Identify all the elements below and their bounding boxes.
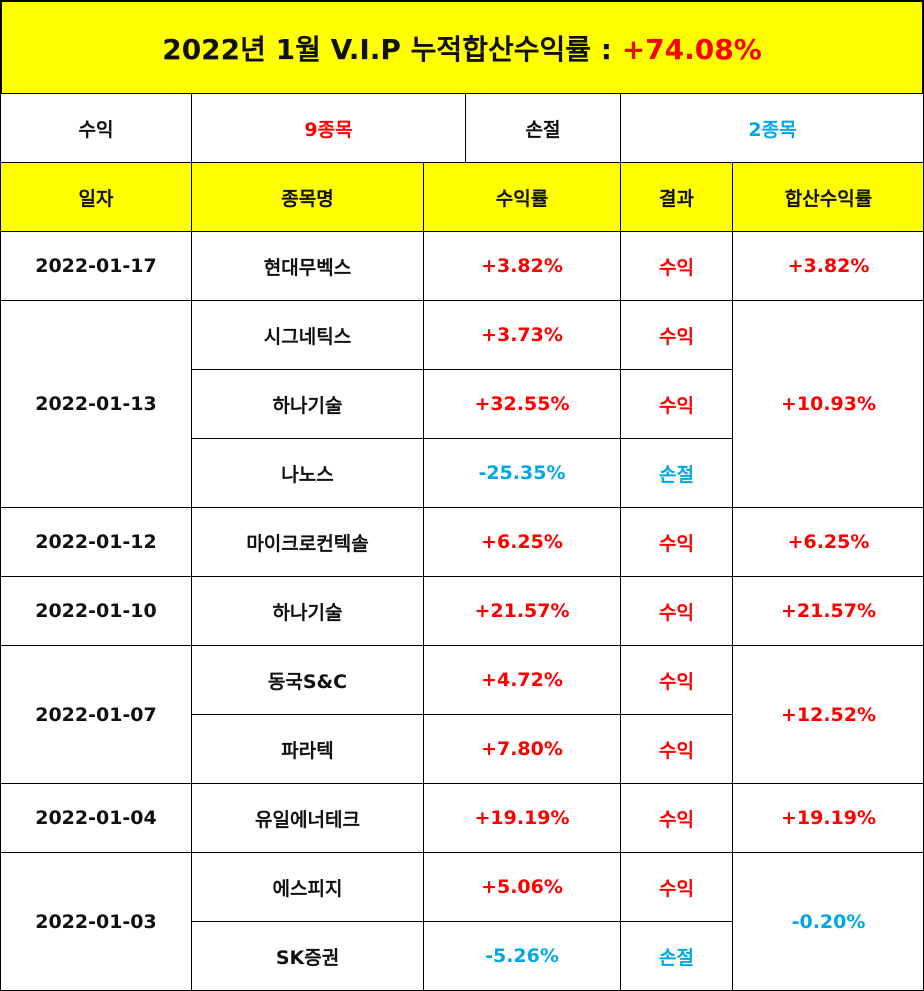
- header-date: 일자: [0, 162, 192, 232]
- combined-rate: +10.93%: [732, 300, 924, 508]
- header-total: 합산수익률: [732, 162, 924, 232]
- stock-rate: +32.55%: [423, 369, 621, 439]
- stock-rate: +3.73%: [423, 300, 621, 370]
- stock-name: 현대무벡스: [191, 231, 424, 301]
- trade-date: 2022-01-13: [0, 300, 192, 508]
- table-row: 2022-01-17 현대무벡스 +3.82% 수익 +3.82%: [0, 231, 924, 301]
- stock-rate: +4.72%: [423, 645, 621, 715]
- combined-rate: +6.25%: [732, 507, 924, 577]
- trade-date: 2022-01-17: [0, 231, 192, 301]
- stock-name: 마이크로컨텍솔: [191, 507, 424, 577]
- title-label: 2022년 1월 V.I.P 누적합산수익률 :: [162, 32, 612, 66]
- trade-date: 2022-01-04: [0, 783, 192, 853]
- stock-name: SK증권: [191, 921, 424, 991]
- profit-label: 수익: [0, 93, 192, 163]
- stock-name: 유일에너테크: [191, 783, 424, 853]
- stock-rate: +5.06%: [423, 852, 621, 922]
- stock-rate: -25.35%: [423, 438, 621, 508]
- stock-rate: +21.57%: [423, 576, 621, 646]
- stock-name: 파라텍: [191, 714, 424, 784]
- stock-rate: +6.25%: [423, 507, 621, 577]
- stock-name: 시그네틱스: [191, 300, 424, 370]
- combined-rate: +21.57%: [732, 576, 924, 646]
- trade-date: 2022-01-12: [0, 507, 192, 577]
- table-row: 2022-01-13 시그네틱스 +3.73% 수익 +10.93%: [0, 300, 924, 508]
- stock-name: 나노스: [191, 438, 424, 508]
- trade-result: 손절: [620, 438, 733, 508]
- trade-result: 수익: [620, 714, 733, 784]
- profit-count: 9종목: [191, 93, 466, 163]
- trades-table: 일자 종목명 수익률 결과 합산수익률 2022-01-17 현대무벡스 +3.82…: [0, 162, 924, 991]
- header-name: 종목명: [191, 162, 424, 232]
- trade-result: 수익: [620, 645, 733, 715]
- trade-result: 수익: [620, 231, 733, 301]
- table-row: 하나기술 +32.55% 수익: [1, 369, 924, 439]
- stock-rate: +7.80%: [423, 714, 621, 784]
- trade-result: 수익: [620, 369, 733, 439]
- table-row: 2022-01-07 동국S&C +4.72% 수익 +12.52%: [0, 645, 924, 784]
- combined-rate: +3.82%: [732, 231, 924, 301]
- page-title: 2022년 1월 V.I.P 누적합산수익률 : +74.08%: [0, 0, 924, 95]
- title-value: +74.08%: [621, 32, 762, 66]
- loss-label: 손절: [465, 93, 621, 163]
- header-result: 결과: [620, 162, 733, 232]
- stock-rate: +3.82%: [423, 231, 621, 301]
- table-row: 나노스 -25.35% 손절: [1, 438, 924, 508]
- trade-date: 2022-01-07: [0, 645, 192, 784]
- trade-result: 수익: [620, 507, 733, 577]
- summary-table: 수익 9종목 손절 2종목: [0, 93, 924, 163]
- trade-result: 수익: [620, 576, 733, 646]
- header-row: 일자 종목명 수익률 결과 합산수익률: [0, 162, 924, 232]
- stock-name: 에스피지: [191, 852, 424, 922]
- combined-rate: +12.52%: [732, 645, 924, 784]
- stock-name: 동국S&C: [191, 645, 424, 715]
- table-row: 2022-01-04 유일에너테크 +19.19% 수익 +19.19%: [0, 783, 924, 853]
- stock-name: 하나기술: [191, 576, 424, 646]
- trade-result: 수익: [620, 852, 733, 922]
- combined-rate: -0.20%: [732, 852, 924, 991]
- trades-body: 일자 종목명 수익률 결과 합산수익률 2022-01-17 현대무벡스 +3.82…: [0, 162, 924, 991]
- header-rate: 수익률: [423, 162, 621, 232]
- trade-result: 수익: [620, 783, 733, 853]
- table-row: 2022-01-03 에스피지 +5.06% 수익 -0.20%: [0, 852, 924, 991]
- table-row: SK증권 -5.26% 손절: [1, 921, 924, 991]
- trade-result: 손절: [620, 921, 733, 991]
- loss-count: 2종목: [620, 93, 924, 163]
- table-row: 2022-01-12 마이크로컨텍솔 +6.25% 수익 +6.25%: [0, 507, 924, 577]
- title-table: 2022년 1월 V.I.P 누적합산수익률 : +74.08%: [0, 0, 924, 95]
- stock-rate: +19.19%: [423, 783, 621, 853]
- trade-date: 2022-01-03: [0, 852, 192, 991]
- stock-rate: -5.26%: [423, 921, 621, 991]
- combined-rate: +19.19%: [732, 783, 924, 853]
- trade-date: 2022-01-10: [0, 576, 192, 646]
- table-row: 파라텍 +7.80% 수익: [1, 714, 924, 784]
- stock-name: 하나기술: [191, 369, 424, 439]
- trade-result: 수익: [620, 300, 733, 370]
- table-row: 2022-01-10 하나기술 +21.57% 수익 +21.57%: [0, 576, 924, 646]
